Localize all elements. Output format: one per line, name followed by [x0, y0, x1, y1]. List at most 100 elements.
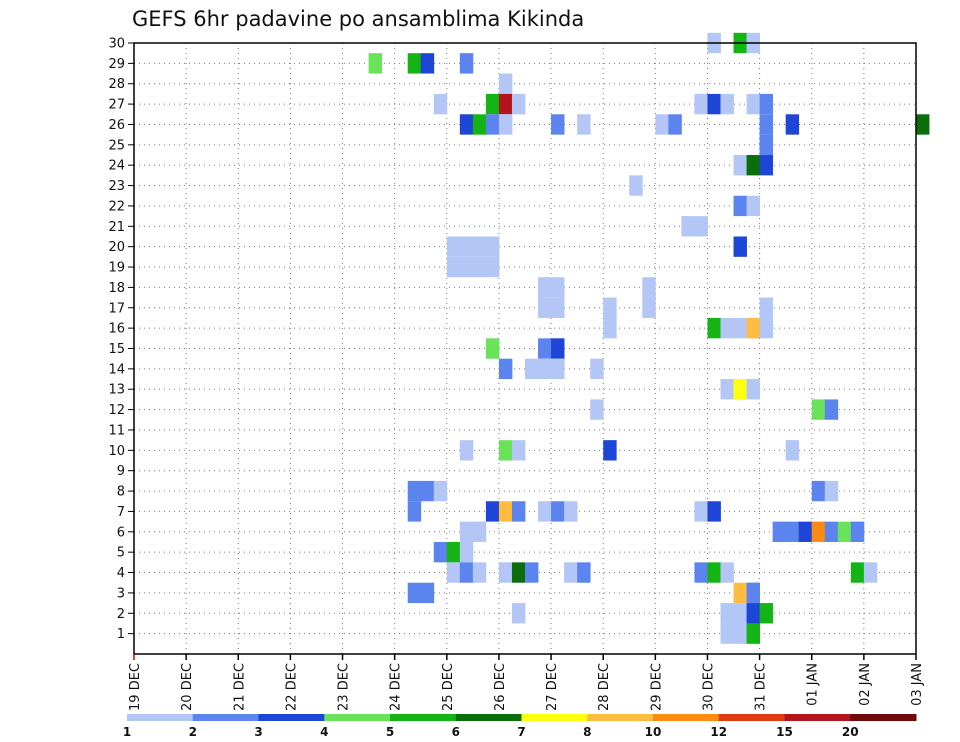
heatmap-cell — [511, 562, 526, 583]
heatmap-cell — [538, 501, 552, 522]
heatmap-cell — [498, 114, 513, 135]
heatmap-cell — [485, 338, 500, 359]
x-tick-label: 29 DEC — [649, 663, 664, 711]
heatmap-cell — [824, 480, 839, 502]
heatmap-cell — [681, 216, 695, 237]
heatmap-cell — [603, 297, 617, 318]
chart-title: GEFS 6hr padavine po ansamblima Kikinda — [132, 7, 584, 31]
legend-swatch — [718, 714, 785, 721]
heatmap-cell — [459, 562, 474, 583]
x-tick-label: 26 DEC — [493, 663, 508, 711]
heatmap-cell — [525, 562, 539, 583]
heatmap-cell — [642, 297, 656, 318]
heatmap-cell — [720, 562, 734, 583]
heatmap-cell — [733, 379, 747, 400]
heatmap-cell — [538, 277, 552, 298]
y-tick-label: 24 — [108, 159, 125, 174]
heatmap-cell — [603, 440, 617, 461]
x-tick-label: 27 DEC — [545, 663, 560, 711]
x-tick-label: 01 JAN — [806, 663, 821, 706]
heatmap-cell — [590, 399, 604, 420]
legend-label: 8 — [583, 725, 591, 739]
y-tick-label: 1 — [117, 627, 125, 642]
heatmap-cell — [811, 399, 826, 420]
legend-label: 7 — [517, 725, 525, 739]
heatmap-cell — [459, 53, 474, 74]
heatmap-cell — [407, 53, 422, 74]
y-tick-label: 20 — [108, 240, 125, 255]
x-tick-label: 22 DEC — [284, 663, 299, 711]
heatmap-cell — [472, 562, 487, 583]
heatmap-cell — [420, 53, 435, 74]
legend-swatch — [192, 714, 259, 721]
heatmap-cell — [433, 480, 448, 502]
heatmap-cell — [498, 501, 513, 522]
heatmap-cell — [551, 501, 565, 522]
y-tick-label: 28 — [108, 77, 125, 92]
heatmap-cell — [498, 93, 513, 115]
y-tick-label: 25 — [108, 138, 125, 153]
heatmap-cell — [733, 603, 747, 624]
heatmap-cell — [459, 521, 474, 542]
heatmap-cell — [746, 623, 760, 644]
y-tick-label: 6 — [117, 525, 125, 540]
heatmap-cell — [863, 562, 878, 583]
legend-swatch — [324, 714, 391, 721]
heatmap-cell — [746, 582, 760, 604]
heatmap-cell — [472, 521, 487, 542]
heatmap-cell — [446, 541, 461, 563]
heatmap-cell — [433, 541, 448, 563]
x-tick-label: 23 DEC — [337, 663, 352, 711]
y-tick-label: 10 — [108, 444, 125, 459]
heatmap-cell — [603, 317, 617, 339]
heatmap-cell — [694, 562, 708, 583]
heatmap-cell — [485, 256, 500, 278]
legend-swatch — [587, 714, 654, 721]
x-tick-label: 30 DEC — [701, 663, 716, 711]
heatmap-cell — [811, 480, 826, 502]
heatmap-cell — [733, 317, 747, 339]
y-tick-label: 7 — [117, 505, 125, 520]
x-axis-ticks: 19 DEC 20 DEC 21 DEC 22 DEC 23 DEC 24 DEC 25 D… — [128, 654, 925, 711]
heatmap-cell — [498, 440, 513, 461]
x-tick-label: 03 JAN — [910, 663, 925, 706]
heatmap-cell — [498, 562, 513, 583]
y-tick-label: 5 — [117, 546, 125, 561]
y-tick-label: 30 — [108, 37, 125, 52]
legend-label: 4 — [320, 725, 328, 739]
heatmap-cell — [824, 521, 839, 542]
heatmap-cell — [811, 521, 826, 542]
x-tick-label: 31 DEC — [754, 663, 769, 711]
heatmap-cell — [707, 93, 721, 115]
heatmap-cell — [746, 603, 760, 624]
heatmap-cell — [551, 338, 565, 359]
legend-swatch — [784, 714, 851, 721]
heatmap-cell — [707, 562, 721, 583]
legend-label: 12 — [710, 725, 727, 739]
heatmap-cell — [629, 175, 643, 196]
x-tick-label: 02 JAN — [858, 663, 873, 706]
y-tick-label: 8 — [117, 485, 125, 500]
heatmap-cell — [759, 155, 774, 176]
heatmap-cell — [642, 277, 656, 298]
heatmap-cell — [538, 297, 552, 318]
heatmap-cell — [720, 317, 734, 339]
heatmap-cell — [720, 623, 734, 644]
y-tick-label: 15 — [108, 342, 125, 357]
heatmap-cell — [759, 134, 774, 156]
x-tick-label: 24 DEC — [389, 663, 404, 711]
heatmap-cell — [446, 562, 461, 583]
heatmap-cell — [511, 93, 526, 115]
heatmap-cell — [720, 93, 734, 115]
y-tick-label: 21 — [108, 220, 125, 235]
legend-label: 10 — [645, 725, 662, 739]
heatmap-cell — [733, 623, 747, 644]
y-tick-label: 9 — [117, 464, 125, 479]
legend-label: 15 — [776, 725, 793, 739]
heatmap-cell — [551, 358, 565, 380]
legend-label: 3 — [254, 725, 262, 739]
heatmap-cell — [694, 93, 708, 115]
y-tick-label: 29 — [108, 57, 125, 72]
heatmap-cell — [759, 603, 774, 624]
